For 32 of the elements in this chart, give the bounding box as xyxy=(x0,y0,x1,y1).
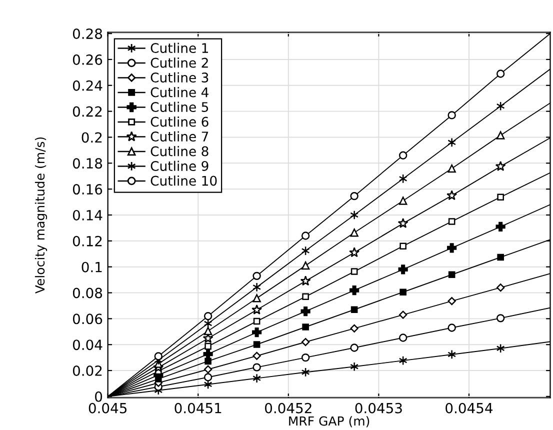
y-tick-label: 0.02 xyxy=(72,366,102,376)
y-tick-label: 0.26 xyxy=(72,54,102,65)
legend-label: Cutline 6 xyxy=(150,116,208,127)
y-tick-label: 0.1 xyxy=(82,262,102,272)
x-tick-label: 0.045 xyxy=(88,402,127,414)
y-tick-label: 0.16 xyxy=(72,184,102,195)
y-tick-label: 0.18 xyxy=(72,158,102,169)
legend-label: Cutline 2 xyxy=(150,58,208,68)
y-tick-label: 0.12 xyxy=(72,236,102,246)
x-tick-label: 0.0451 xyxy=(174,402,222,414)
legend-label: Cutline 4 xyxy=(150,87,208,98)
y-tick-label: 0.14 xyxy=(72,210,102,220)
y-tick-label: 0.08 xyxy=(72,288,102,298)
legend-label: Cutline 3 xyxy=(150,72,208,83)
legend-label: Cutline 1 xyxy=(150,42,208,54)
y-tick-label: 0.2 xyxy=(82,132,102,143)
y-tick-label: 0 xyxy=(95,391,102,402)
y-tick-label: 0.06 xyxy=(72,314,102,324)
y-tick-label: 0.28 xyxy=(72,28,102,40)
x-axis-title: MRF GAP (m) xyxy=(289,416,370,428)
legend-label: Cutline 5 xyxy=(150,102,208,112)
x-tick-label: 0.0452 xyxy=(265,402,312,414)
y-tick-label: 0.24 xyxy=(72,80,102,91)
y-tick-label: 0.04 xyxy=(72,340,102,350)
x-tick-label: 0.0453 xyxy=(355,402,402,414)
legend-label: Cutline 8 xyxy=(150,146,208,156)
y-axis-title: Velocity magnitude (m/s) xyxy=(34,137,48,294)
legend-label: Cutline 7 xyxy=(150,131,208,142)
legend-label: Cutline 10 xyxy=(150,176,217,186)
legend-label: Cutline 9 xyxy=(150,160,208,172)
y-tick-label: 0.22 xyxy=(72,106,102,117)
x-tick-label: 0.0454 xyxy=(446,402,492,414)
